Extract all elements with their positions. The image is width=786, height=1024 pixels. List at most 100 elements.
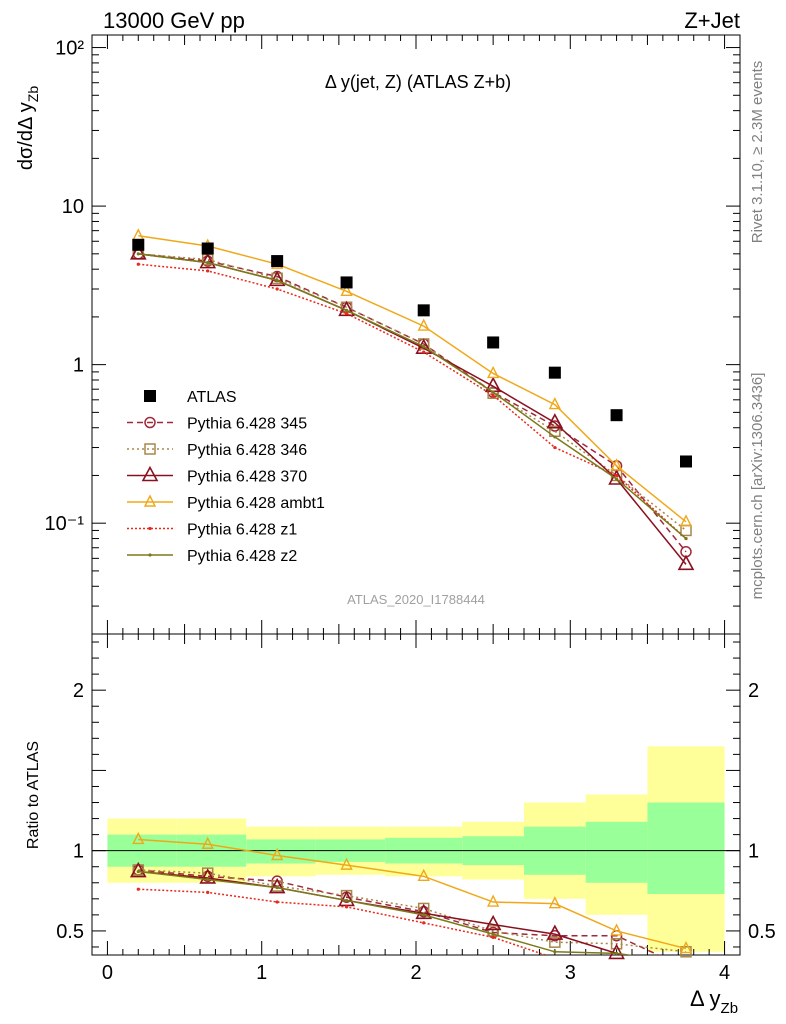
data-point-ambt1: [132, 831, 145, 845]
data-point-z2: [344, 308, 349, 312]
y-tick-label-ratio: 2: [73, 680, 84, 702]
data-point-ambt1: [487, 365, 500, 379]
data-point-z1: [275, 900, 279, 904]
data-point-ATLAS: [610, 409, 623, 422]
data-point-z2: [206, 261, 210, 265]
series-line-p370: [138, 253, 687, 565]
legend-marker: [144, 390, 156, 402]
header-left: 13000 GeV pp: [103, 8, 245, 33]
band-inner: [647, 802, 725, 895]
y-tick-label-main: 10²: [55, 38, 84, 60]
data-point-ATLAS: [132, 238, 145, 251]
legend-label: Pythia 6.428 z1: [187, 522, 297, 539]
data-point-z2: [275, 278, 279, 282]
x-axis-label-subscript: Zb: [721, 1000, 739, 1017]
x-axis-label: Δ yZb: [690, 986, 738, 1017]
data-point-p370: [129, 244, 147, 260]
band-inner: [585, 821, 648, 883]
y-axis-label-subscript: Zb: [25, 86, 41, 103]
y-tick-label-main: 10⁻¹: [45, 513, 85, 535]
data-point-p370: [129, 861, 147, 878]
data-point-z1: [275, 287, 279, 291]
y-tick-label-ratio-right: 1: [748, 841, 759, 863]
data-point-ambt1: [417, 868, 430, 882]
data-point-ambt1: [610, 458, 623, 471]
data-point-ambt1: [132, 228, 145, 241]
y-tick-label-ratio-right: 0.5: [748, 921, 776, 943]
data-point-z1: [422, 350, 426, 354]
legend-label: Pythia 6.428 ambt1: [187, 495, 325, 512]
legend-label: Pythia 6.428 346: [187, 442, 307, 459]
data-point-p370: [484, 914, 502, 931]
data-point-z2: [614, 477, 619, 481]
data-point-z2: [136, 252, 140, 256]
data-point-z1: [206, 890, 210, 895]
data-point-ATLAS: [271, 255, 284, 268]
x-tick-label: 3: [565, 962, 576, 984]
series-z2: [136, 252, 688, 541]
legend-label: Pythia 6.428 370: [187, 469, 307, 486]
data-point-ambt1: [340, 283, 353, 297]
y-tick-label-ratio: 1: [73, 841, 84, 863]
legend-marker: [144, 416, 156, 429]
data-point-z1: [422, 921, 426, 925]
data-point-z1: [136, 887, 140, 891]
watermark: ATLAS_2020_I1788444: [347, 592, 485, 607]
legend-label: ATLAS: [187, 389, 237, 406]
legend-entry: ATLAS: [144, 389, 237, 406]
legend-entry: Pythia 6.428 370: [127, 465, 307, 486]
series-line-p370: [138, 870, 624, 955]
series-ATLAS: [132, 238, 692, 468]
data-point-ambt1: [201, 836, 214, 849]
series-p370: [129, 861, 625, 960]
data-point-z1: [206, 269, 210, 273]
data-point-ambt1: [679, 514, 693, 527]
data-point-z2: [206, 877, 210, 882]
y-axis-label-main: dσ/dΔ yZb: [15, 86, 41, 171]
y-axis-label-ratio: Ratio to ATLAS: [25, 741, 42, 849]
data-point-ATLAS: [417, 304, 430, 317]
data-point-p370: [268, 877, 286, 894]
data-point-p370: [546, 924, 564, 940]
data-point-z2: [491, 932, 495, 936]
data-point-p346: [610, 938, 623, 950]
data-point-z2: [422, 913, 426, 917]
data-point-p370: [415, 903, 433, 920]
data-point-ATLAS: [487, 336, 500, 349]
data-point-ambt1: [487, 894, 500, 907]
data-point-ambt1: [340, 857, 353, 870]
data-point-z1: [344, 905, 349, 909]
side-text-rivet: Rivet 3.1.10, ≥ 2.3M events: [749, 61, 766, 244]
y-axis-label-text: dσ/dΔ y: [15, 102, 37, 170]
x-axis-label-text: Δ y: [690, 986, 721, 1011]
data-point-ambt1: [548, 896, 561, 909]
x-tick-label: 0: [102, 962, 113, 984]
main-panel-frame: [91, 34, 741, 635]
data-point-z1: [344, 311, 349, 316]
legend-marker: [144, 443, 156, 455]
legend-entry: Pythia 6.428 346: [127, 442, 307, 459]
data-point-p370: [546, 413, 564, 429]
legend-label: Pythia 6.428 345: [187, 416, 307, 433]
data-point-ATLAS: [340, 276, 353, 289]
series-line-z1: [138, 888, 548, 955]
data-point-z2: [275, 885, 279, 890]
data-point-z2: [344, 898, 349, 903]
data-point-p346: [487, 387, 499, 400]
series-line-p345: [138, 869, 661, 955]
data-point-z2: [553, 950, 557, 954]
legend-marker: [148, 553, 152, 557]
main-panel-series: [129, 228, 695, 571]
y-tick-label-main: 1: [73, 355, 84, 377]
data-point-ATLAS: [680, 455, 692, 468]
series-z2: [136, 869, 634, 955]
data-point-z2: [136, 869, 140, 874]
data-point-z1: [491, 393, 495, 397]
x-tick-label: 2: [410, 962, 421, 984]
data-point-p370: [677, 554, 695, 571]
data-point-z1: [553, 445, 557, 450]
axes: 0 1 2 3 4 1 10 10² 10⁻¹ 0.5 0.5 1 1 2 2: [45, 34, 776, 984]
legend-entry: Pythia 6.428 345: [127, 416, 307, 433]
legend-label: Pythia 6.428 z2: [187, 548, 297, 565]
data-point-ambt1: [610, 923, 623, 936]
